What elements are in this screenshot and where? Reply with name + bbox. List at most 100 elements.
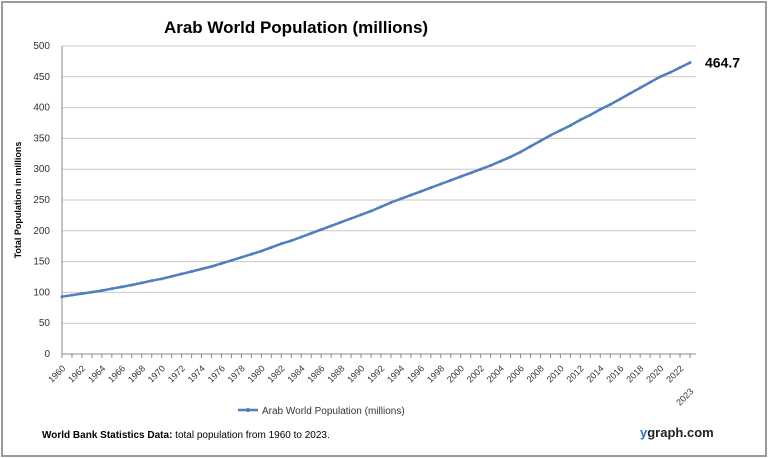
x-tick-label: 1964	[86, 363, 107, 384]
data-point	[70, 293, 74, 297]
x-tick-label: 2022	[664, 363, 685, 384]
data-point	[538, 139, 542, 143]
data-point	[598, 107, 602, 111]
x-tick-label: 2004	[485, 363, 506, 384]
data-point	[60, 295, 64, 299]
data-point	[90, 290, 94, 294]
data-point	[409, 193, 413, 197]
x-tick-label: 1982	[265, 363, 286, 384]
data-point	[239, 255, 243, 259]
data-point	[439, 182, 443, 186]
data-point	[459, 175, 463, 179]
data-point	[160, 277, 164, 281]
data-point	[170, 274, 174, 278]
data-point	[469, 171, 473, 175]
legend-marker	[246, 408, 250, 412]
data-point	[210, 265, 214, 269]
data-point	[558, 128, 562, 132]
data-point	[319, 228, 323, 232]
y-tick-label: 500	[33, 41, 50, 52]
y-tick-label: 0	[44, 349, 50, 360]
y-tick-label: 50	[39, 318, 51, 329]
data-point	[678, 66, 682, 70]
x-tick-label: 1968	[126, 363, 147, 384]
data-point	[529, 144, 533, 148]
brand-y: y	[640, 425, 648, 440]
x-tick-label: 1962	[66, 363, 87, 384]
data-point	[110, 287, 114, 291]
data-point	[259, 249, 263, 253]
y-tick-label: 150	[33, 257, 50, 268]
footnote-source: World Bank Statistics Data:	[42, 430, 173, 441]
brand-rest: graph.com	[647, 425, 714, 440]
data-point	[190, 269, 194, 273]
x-tick-label: 1976	[206, 363, 227, 384]
data-point	[479, 167, 483, 171]
data-point	[668, 70, 672, 74]
chart-title: Arab World Population (millions)	[164, 18, 428, 37]
end-value-label: 464.7	[705, 55, 740, 71]
data-point	[269, 245, 273, 249]
x-tick-label: 2018	[624, 363, 645, 384]
x-tick-label: 2020	[644, 363, 665, 384]
data-point	[638, 86, 642, 90]
data-point	[130, 283, 134, 287]
data-point	[628, 91, 632, 95]
x-tick-label: 2010	[545, 363, 566, 384]
data-point	[389, 200, 393, 204]
data-point	[309, 231, 313, 235]
y-axis-label: Total Population in millions	[13, 142, 23, 259]
y-tick-label: 250	[33, 195, 50, 206]
data-point	[449, 178, 453, 182]
x-tick-label: 1992	[365, 363, 386, 384]
data-point	[568, 123, 572, 127]
x-tick-label: 2002	[465, 363, 486, 384]
data-point	[200, 267, 204, 271]
x-tick-label: 1990	[345, 363, 366, 384]
data-point	[359, 213, 363, 217]
x-tick-label: 2000	[445, 363, 466, 384]
data-point	[499, 159, 503, 163]
data-point	[349, 216, 353, 220]
data-point	[329, 224, 333, 228]
x-tick-label: 2023	[674, 386, 695, 407]
y-tick-label: 300	[33, 164, 50, 175]
data-point	[648, 80, 652, 84]
brand-logo[interactable]: ygraph.com	[640, 425, 714, 440]
data-point	[509, 155, 513, 159]
x-tick-label: 1960	[46, 363, 67, 384]
data-point	[100, 289, 104, 293]
x-tick-label: 2008	[525, 363, 546, 384]
x-tick-label: 1988	[325, 363, 346, 384]
data-point	[618, 97, 622, 101]
y-tick-label: 400	[33, 103, 50, 114]
data-point	[120, 285, 124, 289]
x-tick-label: 2016	[604, 363, 625, 384]
data-point	[80, 292, 84, 296]
data-point	[688, 61, 692, 65]
data-point	[519, 150, 523, 154]
x-tick-label: 1972	[166, 363, 187, 384]
data-point	[578, 118, 582, 122]
x-tick-label: 1970	[146, 363, 167, 384]
data-point	[658, 75, 662, 79]
x-tick-label: 1996	[405, 363, 426, 384]
data-point	[548, 133, 552, 137]
x-tick-label: 1986	[305, 363, 326, 384]
x-tick-label: 1984	[285, 363, 306, 384]
x-tick-label: 1966	[106, 363, 127, 384]
data-point	[588, 113, 592, 117]
x-tick-label: 1974	[186, 363, 207, 384]
x-tick-label: 1994	[385, 363, 406, 384]
data-point	[429, 186, 433, 190]
x-tick-label: 2012	[565, 363, 586, 384]
data-point	[608, 103, 612, 107]
data-point	[219, 261, 223, 265]
footnote: World Bank Statistics Data: total popula…	[42, 430, 330, 441]
data-point	[419, 189, 423, 193]
y-tick-label: 450	[33, 72, 50, 83]
x-tick-label: 1980	[246, 363, 267, 384]
data-point	[140, 281, 144, 285]
